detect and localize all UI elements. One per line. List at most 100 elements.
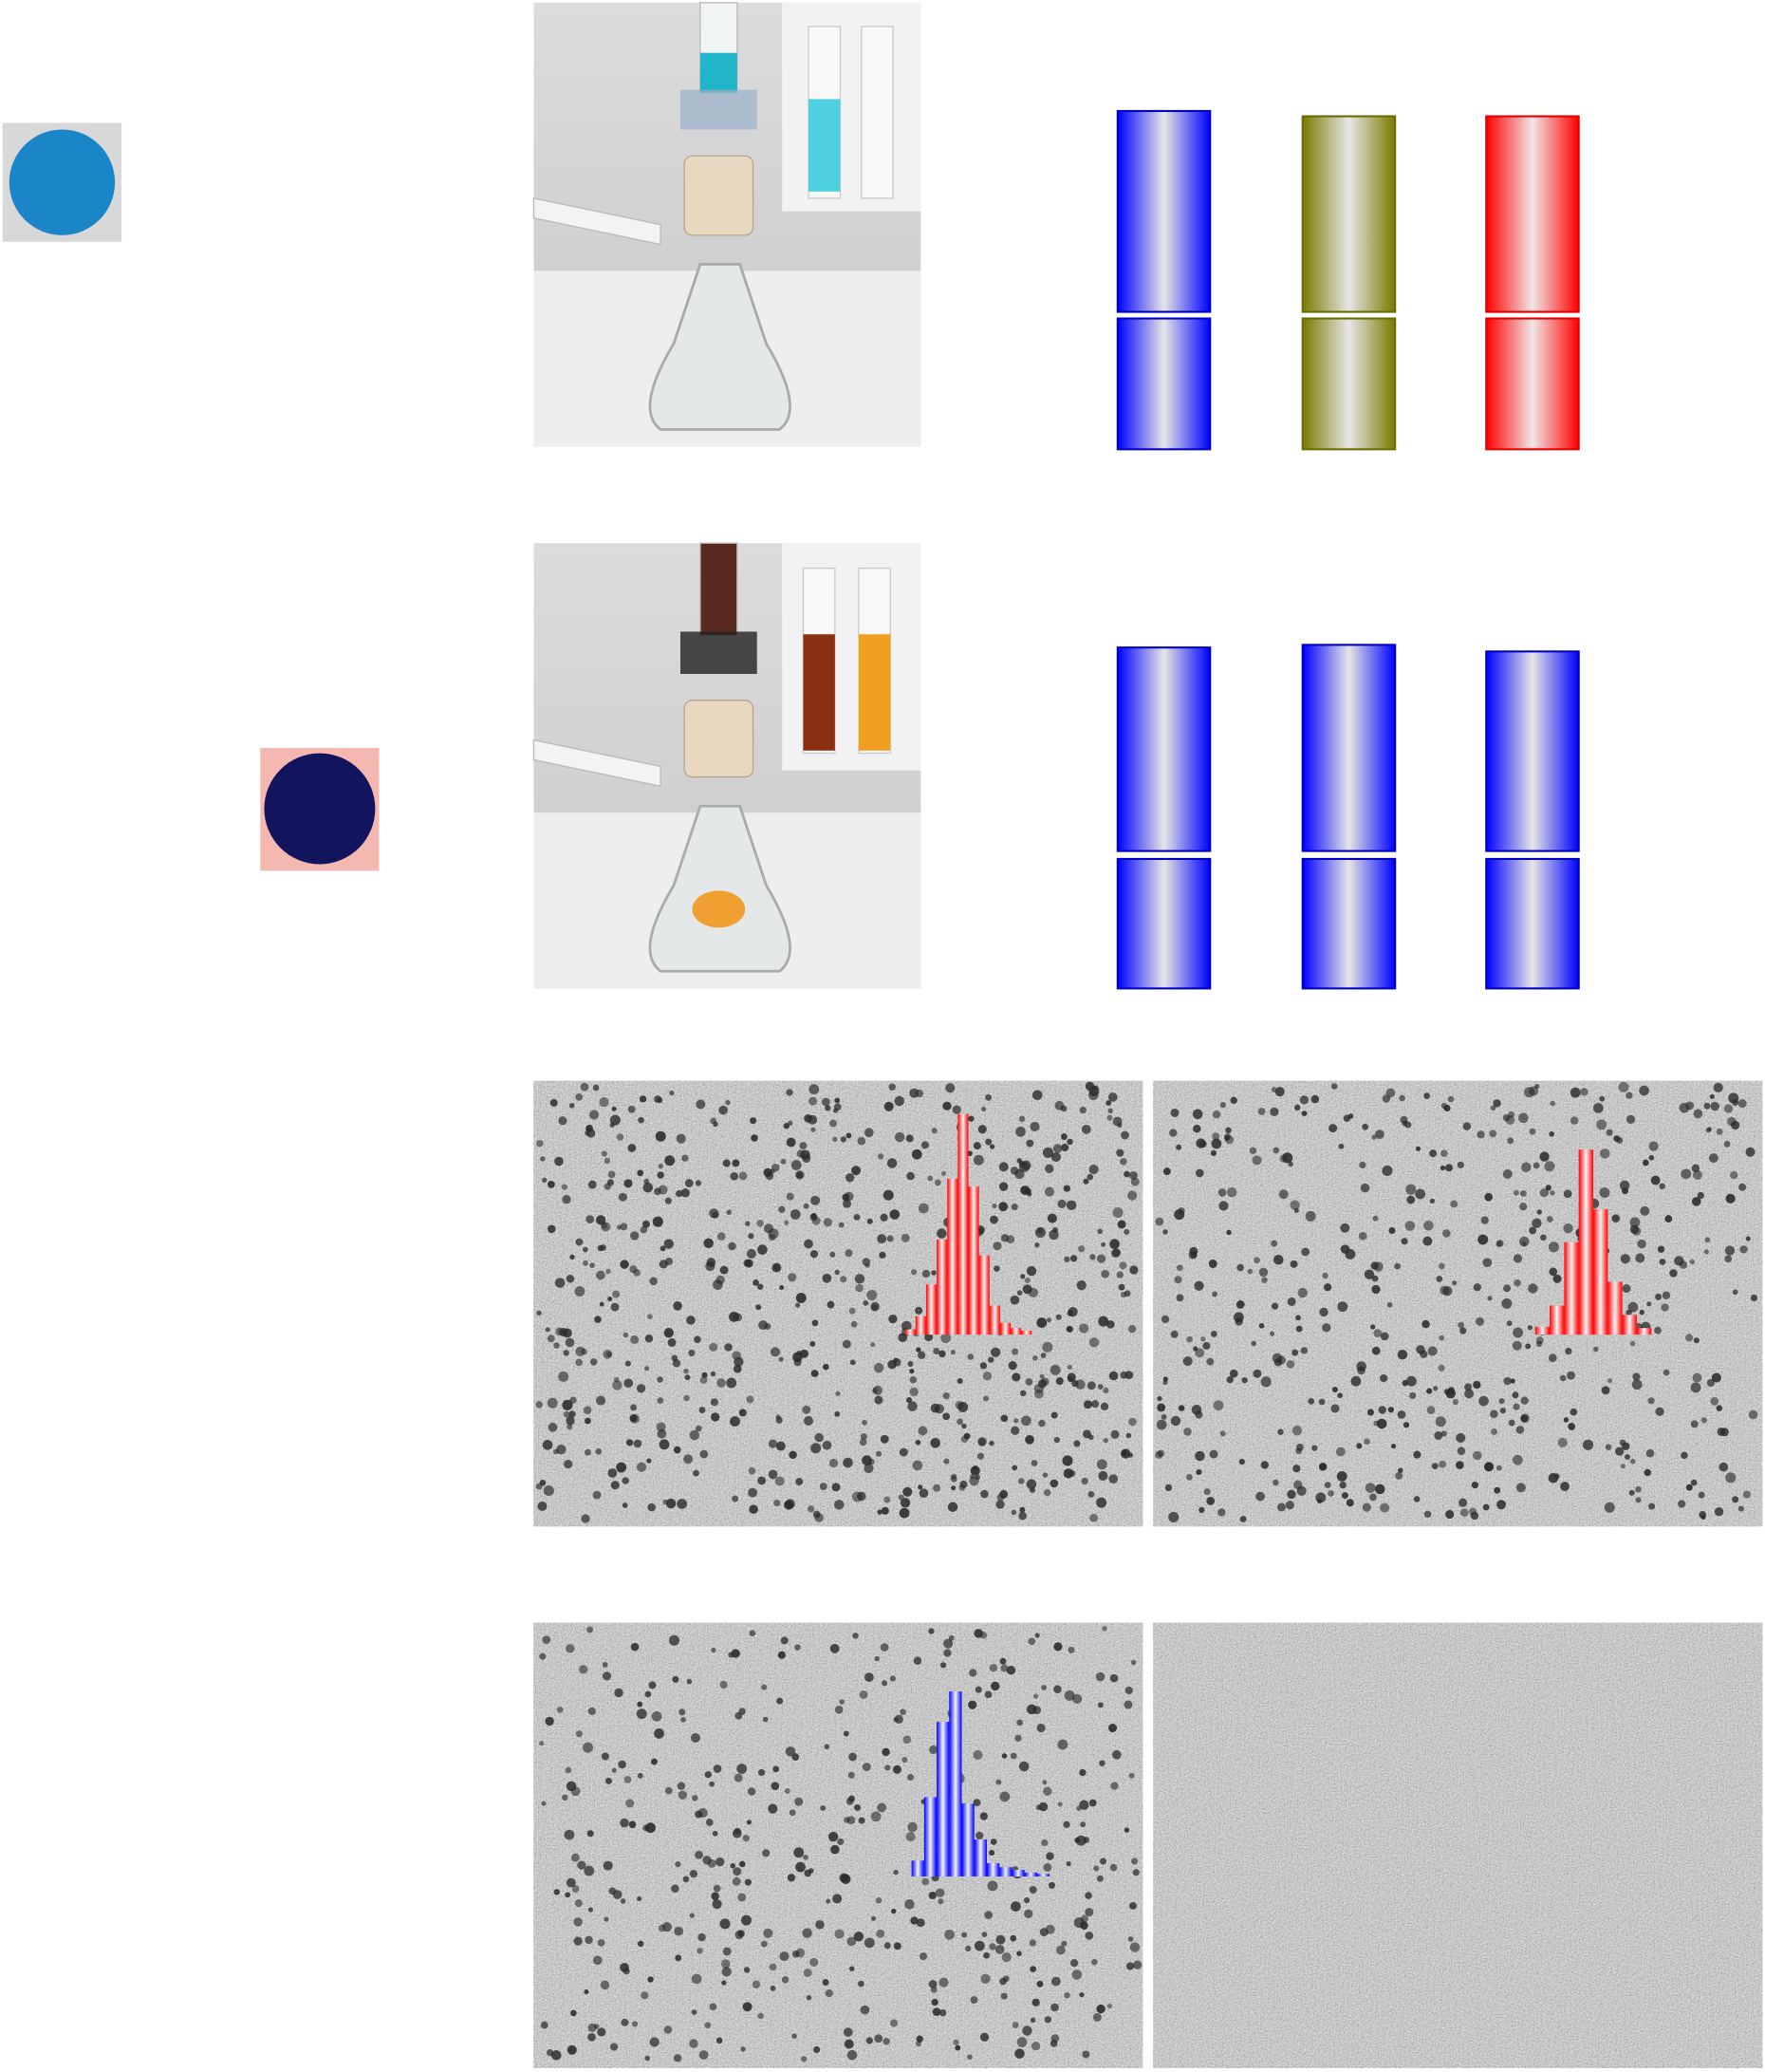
nanoparticle — [975, 1831, 984, 1840]
nanoparticle — [1034, 1226, 1047, 1239]
nanoparticle — [630, 1231, 640, 1241]
nanoparticle — [1520, 1414, 1529, 1423]
nanoparticle — [1108, 1474, 1119, 1484]
nanoparticle — [1728, 1092, 1739, 1104]
nanoparticle — [1033, 1383, 1045, 1394]
nanoparticle — [843, 2027, 853, 2037]
nanoparticle — [1642, 1159, 1649, 1167]
nanoparticle — [1739, 1245, 1748, 1254]
nanoparticle — [1011, 1426, 1020, 1435]
nanoparticle — [828, 1458, 839, 1468]
nanoparticle — [709, 1781, 715, 1787]
nanoparticle — [980, 1489, 989, 1499]
nanoparticle — [1593, 1346, 1599, 1353]
nanoparticle — [1176, 1294, 1184, 1302]
nanoparticle — [1036, 1723, 1046, 1733]
nanoparticle — [563, 1410, 570, 1418]
nanoparticle — [799, 1142, 808, 1150]
tem-images — [533, 1080, 1763, 2068]
membrane — [264, 753, 376, 865]
nanoparticle — [1200, 1336, 1206, 1342]
nanoparticle — [1429, 1149, 1438, 1158]
nanoparticle — [568, 1410, 576, 1418]
nanoparticle — [558, 1116, 567, 1126]
nanoparticle — [644, 1690, 652, 1698]
nanoparticle — [569, 1254, 575, 1260]
nanoparticle — [1484, 1462, 1495, 1472]
nanoparticle — [712, 1899, 722, 1910]
nanoparticle — [1055, 1314, 1062, 1320]
nanoparticle — [1013, 1418, 1019, 1424]
nanoparticle — [578, 1665, 588, 1674]
nanoparticle — [1659, 1259, 1666, 1265]
nanoparticle — [824, 1744, 830, 1750]
filtration-photo — [532, 2, 921, 447]
nanoparticle — [762, 1849, 771, 1857]
nanoparticle — [1723, 1104, 1734, 1113]
nanoparticle — [689, 1869, 698, 1878]
nanoparticle — [570, 1853, 580, 1862]
nanoparticle — [1132, 1869, 1140, 1876]
nanoparticle — [906, 1171, 915, 1181]
nanoparticle — [912, 1460, 923, 1471]
nanoparticle — [1404, 1221, 1416, 1231]
nanoparticle — [1186, 1335, 1193, 1343]
nanoparticle — [1247, 1268, 1254, 1275]
nanoparticle — [1415, 1188, 1426, 1200]
nanoparticle — [599, 1301, 604, 1307]
nanoparticle — [684, 1374, 691, 1381]
nanoparticle — [1082, 2050, 1090, 2059]
nanoparticle — [1076, 1805, 1082, 1811]
nanoparticle — [1635, 1485, 1642, 1493]
nanoparticle — [918, 1484, 923, 1490]
nanoparticle — [979, 2032, 990, 2042]
nanoparticle — [1724, 1255, 1733, 1263]
nanoparticle — [1490, 1409, 1498, 1418]
nanoparticle — [1462, 1122, 1472, 1130]
nanoparticle — [1689, 1259, 1696, 1265]
nanoparticle — [957, 1377, 963, 1385]
nanoparticle — [894, 1095, 905, 1107]
nanoparticle — [1527, 1325, 1533, 1331]
nanoparticle — [776, 1697, 784, 1705]
nanoparticle — [934, 1179, 941, 1186]
nanoparticle — [584, 1865, 595, 1876]
tem-noise — [1153, 1622, 1763, 2068]
nanoparticle — [1095, 1671, 1105, 1682]
nanoparticle — [537, 1501, 548, 1511]
nanoparticle — [1518, 1112, 1529, 1124]
nanoparticle — [569, 1396, 577, 1404]
nanoparticle — [1498, 1398, 1505, 1405]
nanoparticle — [810, 1443, 822, 1454]
nanoparticle — [950, 1475, 957, 1483]
nanoparticle — [724, 1343, 733, 1352]
nanoparticle — [1550, 1190, 1555, 1196]
nanoparticle — [1106, 2003, 1112, 2009]
nanoparticle — [1109, 1673, 1119, 1683]
nanoparticle — [733, 1867, 742, 1876]
nanoparticle — [1529, 1086, 1539, 1096]
nanoparticle — [680, 1188, 690, 1198]
nanoparticle — [1057, 1801, 1063, 1807]
nanoparticle — [1079, 1800, 1089, 1810]
nanoparticle — [726, 1209, 732, 1215]
nanoparticle — [1322, 1323, 1331, 1333]
nanoparticle — [1494, 1486, 1501, 1494]
nanoparticle — [819, 1483, 827, 1491]
nanoparticle — [1471, 1482, 1478, 1489]
nanoparticle — [732, 1159, 740, 1167]
nanoparticle — [907, 1821, 918, 1833]
nanoparticle — [1031, 1460, 1038, 1466]
nanoparticle — [1178, 1405, 1185, 1411]
nanoparticle — [1112, 1206, 1124, 1219]
nanoparticle — [1196, 1468, 1202, 1476]
nanoparticle — [1286, 1360, 1295, 1369]
nanoparticle — [675, 1860, 681, 1868]
nanoparticle — [1061, 1143, 1069, 1152]
nanoparticle — [915, 1439, 921, 1446]
nanoparticle — [1440, 1165, 1446, 1171]
nanoparticle — [738, 1171, 748, 1181]
nanoparticle — [1129, 1171, 1138, 1181]
nanoparticle — [604, 1183, 611, 1190]
